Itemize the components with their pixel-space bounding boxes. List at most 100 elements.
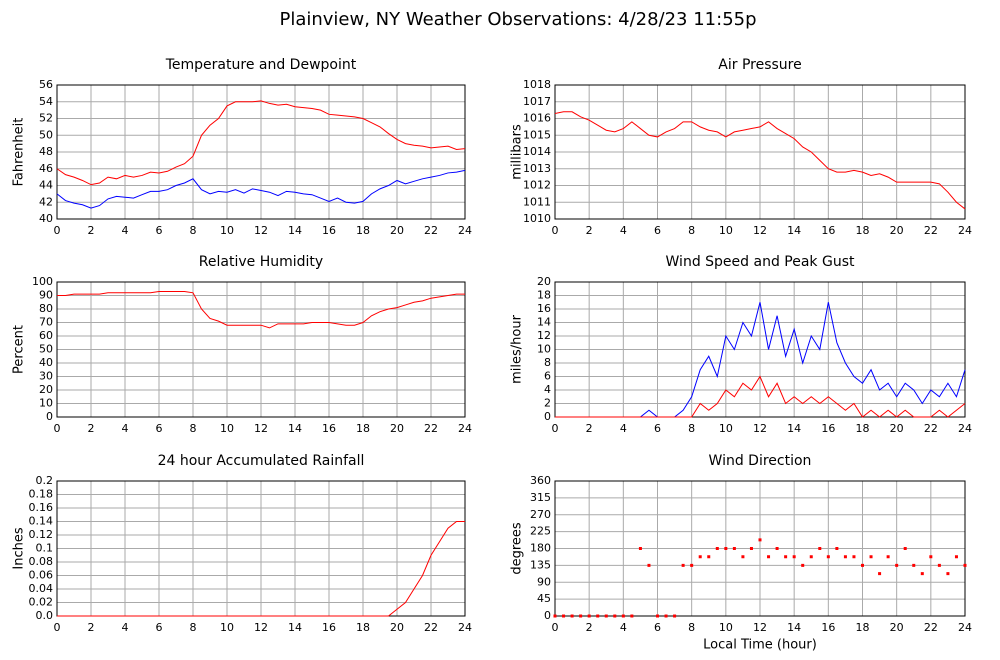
y-axis-label: Fahrenheit bbox=[12, 118, 27, 187]
y-tick-label: 0.08 bbox=[29, 555, 54, 568]
y-tick-label: 0.06 bbox=[29, 569, 54, 582]
y-axis-label: degrees bbox=[510, 522, 525, 575]
x-tick-label: 4 bbox=[620, 621, 627, 634]
y-axis-label: Inches bbox=[12, 527, 27, 569]
y-tick-label: 54 bbox=[39, 95, 53, 108]
point bbox=[937, 563, 941, 567]
point bbox=[596, 614, 600, 618]
x-tick-label: 10 bbox=[719, 621, 733, 634]
x-tick-label: 8 bbox=[190, 621, 197, 634]
point bbox=[749, 547, 753, 550]
x-tick-label: 6 bbox=[654, 621, 661, 634]
y-tick-label: 16 bbox=[537, 302, 551, 315]
x-tick-label: 20 bbox=[390, 224, 404, 237]
x-tick-label: 4 bbox=[122, 422, 129, 435]
y-tick-label: 30 bbox=[39, 370, 53, 383]
x-axis-label: Local Time (hour) bbox=[703, 638, 817, 653]
y-tick-label: 42 bbox=[39, 195, 53, 208]
point bbox=[809, 555, 813, 559]
x-tick-label: 24 bbox=[458, 422, 472, 435]
x-tick-label: 0 bbox=[552, 422, 559, 435]
x-tick-label: 20 bbox=[390, 621, 404, 634]
x-tick-label: 8 bbox=[190, 422, 197, 435]
point bbox=[835, 547, 839, 550]
y-tick-label: 70 bbox=[39, 316, 53, 329]
series-line bbox=[554, 111, 966, 210]
point bbox=[698, 555, 702, 559]
point bbox=[664, 614, 668, 618]
y-tick-label: 270 bbox=[530, 508, 551, 521]
x-tick-label: 4 bbox=[122, 621, 129, 634]
y-tick-label: 0.18 bbox=[29, 488, 54, 501]
series-line bbox=[57, 290, 465, 329]
x-tick-label: 14 bbox=[787, 224, 801, 237]
x-tick-label: 14 bbox=[288, 224, 302, 237]
point bbox=[767, 555, 771, 559]
y-tick-label: 1015 bbox=[523, 128, 551, 141]
y-tick-label: 90 bbox=[537, 575, 551, 588]
point bbox=[801, 563, 805, 567]
panel-title: Wind Direction bbox=[709, 453, 812, 469]
x-tick-label: 14 bbox=[787, 621, 801, 634]
y-tick-label: 44 bbox=[39, 179, 53, 192]
panel-title: 24 hour Accumulated Rainfall bbox=[158, 453, 365, 469]
y-tick-label: 46 bbox=[39, 162, 53, 175]
y-tick-label: 40 bbox=[39, 356, 53, 369]
panel-title: Temperature and Dewpoint bbox=[165, 57, 357, 73]
panel-title: Air Pressure bbox=[718, 57, 801, 73]
y-tick-label: 0.12 bbox=[29, 528, 54, 541]
point bbox=[579, 614, 583, 618]
y-axis-label: Percent bbox=[12, 325, 27, 374]
x-tick-label: 16 bbox=[322, 621, 336, 634]
y-tick-label: 0.2 bbox=[36, 474, 54, 487]
y-tick-label: 80 bbox=[39, 302, 53, 315]
x-tick-label: 2 bbox=[88, 621, 95, 634]
point bbox=[886, 555, 890, 559]
y-tick-label: 0.14 bbox=[29, 515, 54, 528]
point bbox=[741, 555, 745, 559]
x-tick-label: 16 bbox=[821, 224, 835, 237]
x-tick-label: 22 bbox=[924, 422, 938, 435]
x-tick-label: 8 bbox=[688, 621, 695, 634]
point bbox=[570, 614, 574, 618]
x-tick-label: 22 bbox=[924, 224, 938, 237]
point bbox=[758, 538, 762, 542]
point bbox=[621, 614, 625, 618]
y-tick-label: 10 bbox=[39, 397, 53, 410]
point bbox=[724, 547, 728, 550]
y-tick-label: 10 bbox=[537, 343, 551, 356]
point bbox=[784, 555, 788, 559]
x-tick-label: 4 bbox=[620, 224, 627, 237]
x-tick-label: 10 bbox=[719, 224, 733, 237]
x-tick-label: 4 bbox=[122, 224, 129, 237]
point bbox=[826, 555, 830, 559]
point bbox=[852, 555, 856, 559]
point bbox=[929, 555, 933, 559]
point bbox=[638, 547, 642, 550]
x-tick-label: 10 bbox=[220, 621, 234, 634]
x-tick-label: 2 bbox=[586, 224, 593, 237]
x-tick-label: 20 bbox=[890, 224, 904, 237]
point bbox=[861, 563, 864, 567]
y-tick-label: 1014 bbox=[523, 145, 551, 158]
y-tick-label: 14 bbox=[537, 316, 551, 329]
point bbox=[732, 547, 736, 550]
y-tick-label: 0.16 bbox=[29, 501, 54, 514]
x-tick-label: 12 bbox=[254, 422, 268, 435]
y-tick-label: 1011 bbox=[523, 195, 551, 208]
y-tick-label: 1012 bbox=[523, 179, 551, 192]
point bbox=[869, 555, 873, 559]
y-tick-label: 1017 bbox=[523, 95, 551, 108]
plot-frame bbox=[56, 84, 466, 220]
x-tick-label: 6 bbox=[156, 422, 163, 435]
x-tick-label: 12 bbox=[254, 224, 268, 237]
plot-frame bbox=[554, 84, 966, 220]
x-tick-label: 14 bbox=[288, 422, 302, 435]
y-tick-label: 0.0 bbox=[36, 609, 54, 622]
x-tick-label: 10 bbox=[220, 422, 234, 435]
y-tick-label: 225 bbox=[530, 525, 551, 538]
y-tick-label: 1013 bbox=[523, 162, 551, 175]
point bbox=[715, 547, 719, 550]
x-tick-label: 18 bbox=[856, 621, 870, 634]
